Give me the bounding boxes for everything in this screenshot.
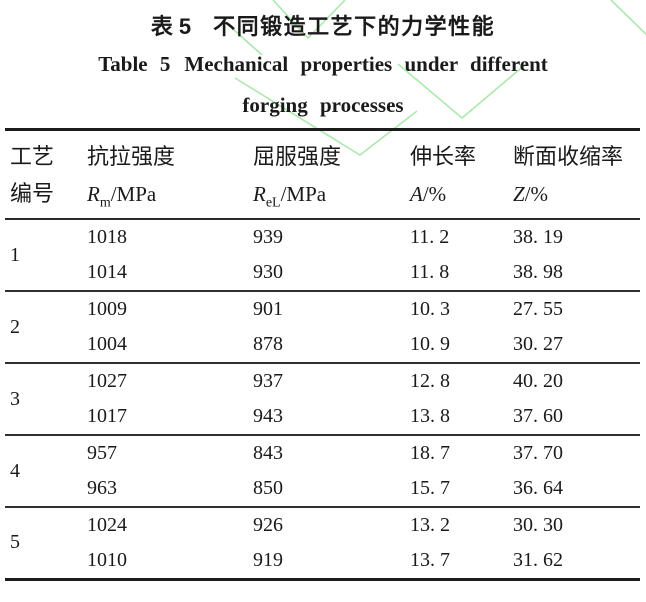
caption-chinese-text: 不同锻造工艺下的力学性能 [213, 14, 496, 39]
header-elongation: 伸长率 A/% [410, 128, 513, 220]
process-group-5: 5 1024 926 13. 2 30. 30 1010 919 13. 7 3… [5, 507, 640, 579]
cell-yield: 943 [253, 405, 283, 427]
header-process-number: 工艺 编号 [5, 128, 87, 220]
cell-yield: 930 [253, 261, 283, 283]
caption-chinese-label: 表 5 [150, 14, 192, 39]
symbol-rel-sub: eL [265, 194, 281, 210]
cell-reduction: 36. 64 [513, 477, 563, 499]
cell-tensile: 1027 [87, 370, 127, 392]
cell-elongation: 15. 7 [410, 477, 450, 499]
unit-mpa2: /MPa [280, 181, 327, 206]
cell-elongation: 11. 2 [410, 226, 450, 248]
cell-reduction: 38. 98 [513, 261, 563, 283]
cell-yield: 843 [253, 442, 283, 464]
symbol-rel: R [253, 181, 266, 206]
cell-elongation: 11. 8 [410, 261, 450, 283]
header-tensile-strength: 抗拉强度 Rm/MPa [87, 128, 253, 220]
cell-tensile: 1004 [87, 333, 127, 355]
cell-tensile: 1014 [87, 261, 127, 283]
table-row: 963 850 15. 7 36. 64 [5, 471, 640, 507]
cell-elongation: 10. 9 [410, 333, 450, 355]
cell-elongation: 13. 8 [410, 405, 450, 427]
cell-reduction: 37. 70 [513, 442, 563, 464]
table-row: 5 1024 926 13. 2 30. 30 [5, 507, 640, 553]
table-row: 4 957 843 18. 7 37. 70 [5, 435, 640, 482]
table-header: 工艺 编号 抗拉强度 Rm/MPa 屈服强度 ReL/MPa 伸长率 A/% 断… [5, 128, 640, 220]
cell-reduction: 37. 60 [513, 405, 563, 427]
caption-english-line1: Table 5 Mechanical properties under diffe… [0, 52, 646, 77]
header-row: 工艺 编号 抗拉强度 Rm/MPa 屈服强度 ReL/MPa 伸长率 A/% 断… [5, 128, 640, 220]
process-number: 1 [10, 243, 20, 266]
header-yield-name: 屈服强度 [253, 143, 342, 169]
cell-elongation: 13. 7 [410, 548, 450, 571]
process-number: 5 [10, 531, 20, 554]
caption-english-text: Mechanical properties under different [184, 52, 548, 76]
cell-yield: 919 [253, 548, 283, 571]
process-group-3: 3 1027 937 12. 8 40. 20 1017 943 13. 8 3… [5, 363, 640, 435]
table-row: 1004 878 10. 9 30. 27 [5, 327, 640, 363]
cell-yield: 926 [253, 514, 283, 536]
header-elongation-name: 伸长率 [410, 143, 477, 169]
cell-elongation: 13. 2 [410, 514, 450, 536]
cell-tensile: 1010 [87, 548, 127, 571]
cell-reduction: 38. 19 [513, 226, 563, 248]
cell-tensile: 963 [87, 477, 117, 499]
cell-elongation: 12. 8 [410, 370, 450, 392]
mechanical-properties-table: 工艺 编号 抗拉强度 Rm/MPa 屈服强度 ReL/MPa 伸长率 A/% 断… [5, 128, 640, 581]
unit-mpa: /MPa [110, 181, 157, 206]
table-row: 1014 930 11. 8 38. 98 [5, 255, 640, 291]
table-row: 1010 919 13. 7 31. 62 [5, 543, 640, 579]
process-group-2: 2 1009 901 10. 3 27. 55 1004 878 10. 9 3… [5, 291, 640, 363]
cell-yield: 850 [253, 477, 283, 499]
process-number: 2 [10, 315, 20, 338]
header-process-line1: 工艺 [10, 143, 55, 169]
process-number: 4 [10, 459, 20, 482]
header-tensile-unit: Rm/MPa [87, 175, 253, 212]
caption-english-label: Table 5 [98, 52, 171, 76]
header-reduction-name: 断面收缩率 [513, 143, 624, 169]
cell-elongation: 10. 3 [410, 298, 450, 320]
cell-yield: 901 [253, 298, 283, 320]
header-reduction-unit: Z/% [513, 175, 640, 212]
cell-tensile: 957 [87, 442, 117, 464]
table-row: 3 1027 937 12. 8 40. 20 [5, 363, 640, 410]
cell-tensile: 1009 [87, 298, 127, 320]
table-row: 1017 943 13. 8 37. 60 [5, 399, 640, 435]
caption-english-text2: forging processes [242, 93, 404, 117]
unit-percent2: /% [524, 181, 549, 206]
symbol-z: Z [513, 181, 525, 206]
cell-yield: 939 [253, 226, 283, 248]
process-group-1: 1 1018 939 11. 2 38. 19 1014 930 11. 8 3… [5, 219, 640, 291]
caption-english-line2: forging processes [0, 93, 646, 118]
cell-reduction: 30. 30 [513, 514, 563, 536]
header-tensile-name: 抗拉强度 [87, 143, 176, 169]
cell-tensile: 1017 [87, 405, 127, 427]
cell-tensile: 1018 [87, 226, 127, 248]
symbol-rm: R [87, 181, 100, 206]
caption-chinese: 表 5 不同锻造工艺下的力学性能 [0, 9, 646, 41]
header-yield-unit: ReL/MPa [253, 175, 410, 212]
header-yield-strength: 屈服强度 ReL/MPa [253, 128, 410, 220]
symbol-rm-sub: m [99, 194, 111, 210]
header-process-line2: 编号 [10, 180, 55, 206]
cell-yield: 878 [253, 333, 283, 355]
cell-reduction: 31. 62 [513, 548, 563, 571]
unit-percent: /% [422, 181, 447, 206]
cell-elongation: 18. 7 [410, 442, 450, 464]
cell-yield: 937 [253, 370, 283, 392]
cell-reduction: 27. 55 [513, 298, 563, 320]
table-row: 1 1018 939 11. 2 38. 19 [5, 219, 640, 266]
process-group-4: 4 957 843 18. 7 37. 70 963 850 15. 7 36.… [5, 435, 640, 507]
cell-reduction: 40. 20 [513, 370, 563, 392]
symbol-a: A [410, 181, 423, 206]
cell-tensile: 1024 [87, 514, 127, 536]
header-elongation-unit: A/% [410, 175, 513, 212]
table-row: 2 1009 901 10. 3 27. 55 [5, 291, 640, 338]
header-reduction-of-area: 断面收缩率 Z/% [513, 128, 640, 220]
cell-reduction: 30. 27 [513, 333, 563, 355]
process-number: 3 [10, 387, 20, 410]
